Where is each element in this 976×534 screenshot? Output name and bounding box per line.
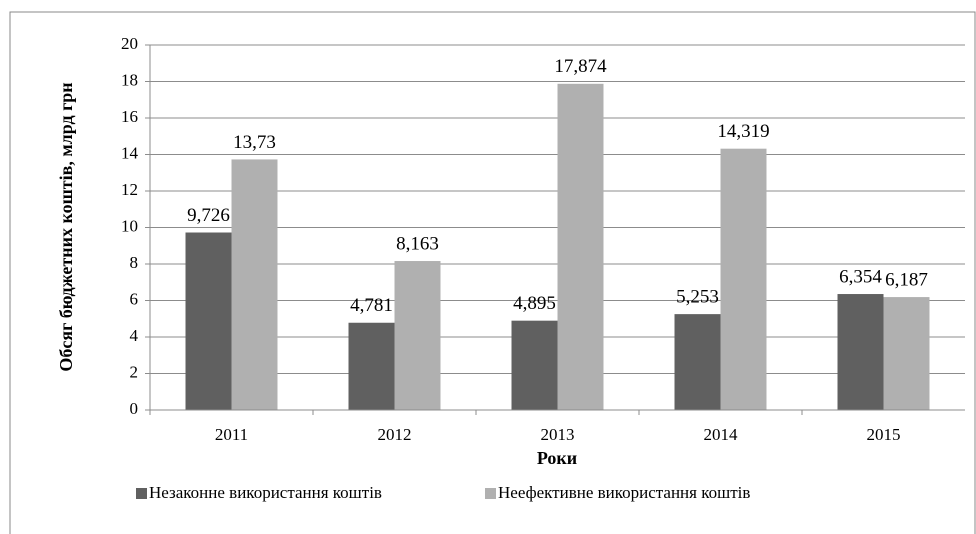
- y-tick-label: 20: [121, 34, 138, 53]
- value-label: 6,354: [839, 266, 882, 287]
- value-label: 8,163: [396, 233, 439, 254]
- y-tick-label: 12: [121, 180, 138, 199]
- bar: [557, 83, 604, 410]
- legend-label: Неефективне використання коштів: [498, 483, 750, 502]
- bar: [883, 297, 930, 410]
- y-tick-label: 10: [121, 216, 138, 235]
- x-tick-label: 2015: [867, 425, 901, 444]
- bar: [720, 148, 767, 410]
- bar: [231, 159, 278, 410]
- x-tick-label: 2012: [378, 425, 412, 444]
- bar: [348, 322, 395, 410]
- value-label: 4,895: [513, 293, 556, 314]
- y-axis-label: Обсяг бюджетних коштів, млрд грн: [56, 82, 76, 371]
- frame: [9, 11, 976, 534]
- legend-label: Незаконне використання коштів: [149, 483, 382, 502]
- legend-swatch: [485, 488, 496, 499]
- value-label: 5,253: [676, 286, 719, 307]
- y-tick-label: 2: [130, 362, 139, 381]
- x-tick-label: 2011: [215, 425, 248, 444]
- bar: [511, 320, 558, 410]
- x-tick-label: 2013: [541, 425, 575, 444]
- y-tick-label: 18: [121, 70, 138, 89]
- value-label: 6,187: [885, 269, 928, 290]
- value-label: 13,73: [233, 132, 276, 153]
- legend-swatch: [136, 488, 147, 499]
- bar: [185, 232, 232, 410]
- x-tick-label: 2014: [704, 425, 739, 444]
- y-tick-label: 6: [130, 289, 139, 308]
- bar: [837, 294, 884, 410]
- y-tick-label: 14: [121, 143, 139, 162]
- y-tick-label: 0: [130, 399, 139, 418]
- y-tick-label: 8: [130, 253, 139, 272]
- value-label: 17,874: [554, 56, 607, 77]
- value-label: 9,726: [187, 205, 230, 226]
- y-tick-label: 16: [121, 107, 138, 126]
- x-axis-label: Роки: [537, 448, 577, 468]
- y-tick-label: 4: [130, 326, 139, 345]
- bar: [674, 314, 721, 410]
- value-label: 4,781: [350, 295, 393, 316]
- bar: [394, 261, 441, 410]
- value-label: 14,319: [717, 121, 769, 142]
